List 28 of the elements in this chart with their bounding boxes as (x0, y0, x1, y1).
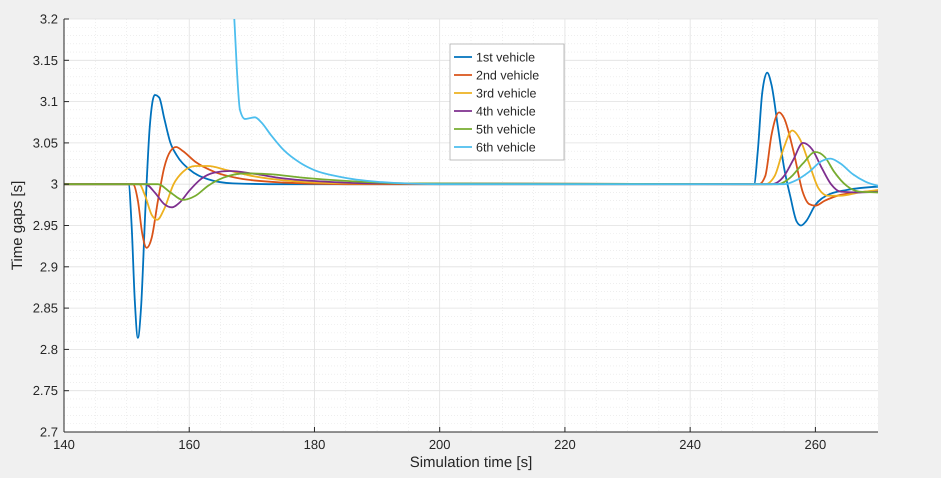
x-tick-label: 180 (304, 437, 326, 452)
x-axis-title: Simulation time [s] (410, 454, 532, 471)
y-tick-label: 3.15 (32, 52, 58, 68)
x-tick-label: 260 (804, 437, 826, 452)
line-series (233, 19, 878, 187)
legend-label: 4th vehicle (476, 104, 536, 118)
line-series (64, 151, 878, 201)
legend-label: 6th vehicle (476, 140, 536, 154)
x-tick-label: 240 (679, 437, 702, 452)
legend-label: 3rd vehicle (476, 86, 536, 100)
legend-label: 2nd vehicle (476, 68, 540, 82)
y-tick-label: 2.85 (32, 300, 58, 316)
x-tick-label: 160 (178, 437, 200, 452)
legend-label: 5th vehicle (476, 122, 536, 136)
y-tick-label: 3 (50, 176, 58, 192)
y-tick-label: 2.9 (40, 259, 58, 274)
y-tick-label: 3.2 (40, 12, 58, 26)
y-axis-title: Time gaps [s] (9, 180, 26, 270)
x-tick-label: 140 (53, 437, 75, 452)
y-tick-label: 3.05 (32, 135, 58, 150)
y-tick-label: 2.8 (40, 342, 58, 357)
x-tick-label: 200 (428, 437, 451, 452)
y-tick-label: 2.95 (32, 218, 58, 233)
y-tick-label: 2.7 (40, 424, 58, 440)
x-tick-label: 220 (554, 437, 576, 452)
y-tick-label: 3.1 (40, 94, 58, 110)
y-tick-label: 2.75 (32, 383, 58, 398)
legend-label: 1st vehicle (476, 50, 536, 64)
